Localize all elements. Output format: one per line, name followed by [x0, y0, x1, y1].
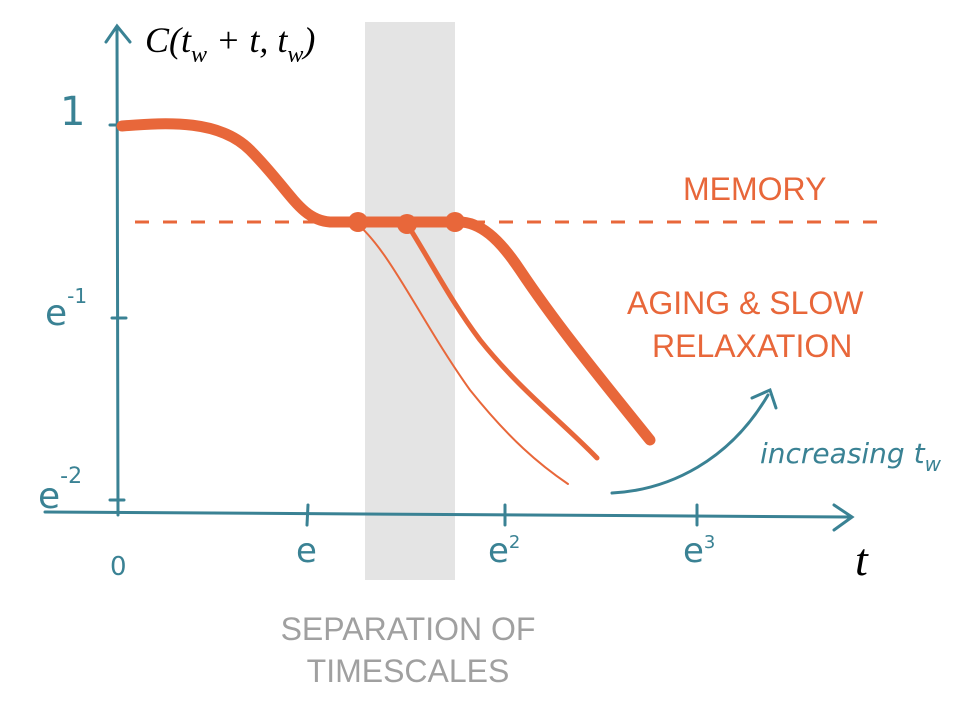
y-axis-label: C(tw + t, tw) — [145, 20, 315, 68]
y-tick-label: e-1 — [45, 284, 87, 334]
point — [397, 214, 417, 234]
x-tick-label: e3 — [683, 531, 715, 571]
aging-label: AGING & SLOW — [627, 285, 864, 321]
curve-medium — [404, 221, 600, 461]
y-tick-label: 1 — [60, 89, 85, 135]
y-tick-label: e-2 — [38, 464, 82, 517]
arrow — [610, 387, 778, 495]
separation-label: SEPARATION OF — [281, 611, 536, 647]
y-axis — [104, 23, 132, 517]
increasing-label: increasing tw — [760, 437, 942, 476]
waiting-points — [348, 212, 465, 234]
separation-band — [365, 22, 455, 580]
x-axis — [43, 503, 855, 532]
x-tick-label: e2 — [488, 531, 520, 571]
memory-label: MEMORY — [683, 171, 826, 207]
point — [348, 212, 368, 232]
curve-short — [354, 221, 569, 485]
x-axis-label: t — [855, 534, 869, 585]
separation-label: TIMESCALES — [307, 653, 510, 689]
aging-label: RELAXATION — [652, 328, 852, 364]
x-tick-marks — [305, 503, 699, 527]
x-tick-label: e — [296, 531, 317, 571]
point — [445, 212, 465, 232]
x-tick-label: 0 — [110, 552, 127, 582]
